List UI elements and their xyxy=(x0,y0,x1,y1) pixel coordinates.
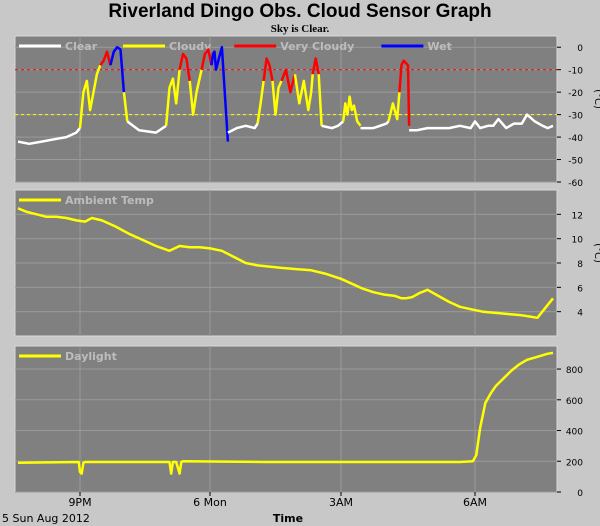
y-tick-label: 0 xyxy=(577,44,583,54)
series-line xyxy=(409,113,554,132)
series-line xyxy=(360,120,390,130)
series-line xyxy=(126,120,167,134)
series-line xyxy=(200,48,213,70)
series-line xyxy=(164,69,181,126)
series-line xyxy=(293,74,314,112)
x-tick-label: 6 Mon xyxy=(193,496,227,509)
x-axis-label: Time xyxy=(272,512,304,525)
series-line xyxy=(311,57,320,75)
y-axis-label: (°C) xyxy=(592,243,600,263)
series-line xyxy=(109,45,126,93)
series-line xyxy=(17,207,554,320)
x-tick-label: 9PM xyxy=(68,496,91,509)
legend-label: Cloudy xyxy=(169,40,211,53)
series-line xyxy=(317,74,323,126)
series-line xyxy=(17,351,554,475)
date-label: 5 Sun Aug 2012 xyxy=(2,512,90,525)
x-tick-label: 6AM xyxy=(463,496,487,509)
y-tick-label: 10 xyxy=(572,236,584,246)
legend-label: Wet xyxy=(427,40,451,53)
legend-label: Daylight xyxy=(65,350,117,363)
y-tick-label: 6 xyxy=(577,284,583,294)
legend-label: Very Cloudy xyxy=(280,40,354,53)
legend-label: Ambient Temp xyxy=(65,194,154,207)
y-tick-label: -40 xyxy=(568,134,583,144)
series-line xyxy=(210,45,230,142)
y-tick-label: -20 xyxy=(568,89,583,99)
series-line xyxy=(227,122,259,134)
y-tick-label: 0 xyxy=(577,489,583,499)
series-line xyxy=(99,50,112,66)
y-axis-label: (°C) xyxy=(592,89,600,109)
y-tick-label: 8 xyxy=(577,260,583,270)
series-line xyxy=(17,127,81,146)
series-line xyxy=(321,120,345,130)
plot-panel xyxy=(14,35,558,183)
chart-title: Riverland Dingo Obs. Cloud Sensor Graph xyxy=(108,1,492,22)
series-line xyxy=(387,92,401,122)
y-tick-label: 4 xyxy=(577,309,583,319)
sky-status: Sky is Clear. xyxy=(270,23,330,35)
series-line xyxy=(262,57,274,82)
y-tick-label: -10 xyxy=(568,67,583,77)
legend-label: Clear xyxy=(65,40,98,53)
series-line xyxy=(78,64,102,129)
plot-panel xyxy=(14,345,558,493)
series-line xyxy=(188,69,203,116)
x-tick-label: 3AM xyxy=(329,496,353,509)
series-line xyxy=(280,68,297,94)
y-tick-label: -50 xyxy=(568,157,583,167)
y-tick-label: 600 xyxy=(566,397,583,407)
y-tick-label: 400 xyxy=(566,428,583,438)
y-tick-label: -60 xyxy=(568,179,583,189)
y-tick-label: -30 xyxy=(568,112,583,122)
series-line xyxy=(271,80,283,116)
y-tick-label: 800 xyxy=(566,366,583,376)
series-line xyxy=(341,95,362,127)
series-line xyxy=(122,92,129,122)
y-tick-label: 200 xyxy=(566,458,583,468)
y-tick-label: 12 xyxy=(572,211,583,221)
series-line xyxy=(256,80,265,124)
series-line xyxy=(398,59,411,126)
series-line xyxy=(178,52,191,82)
